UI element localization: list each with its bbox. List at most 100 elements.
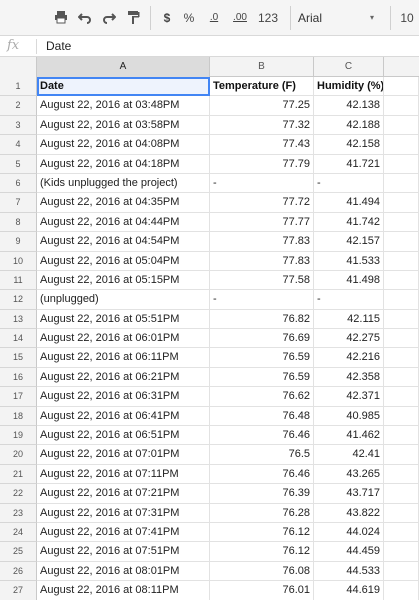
humidity-cell[interactable]: 44.024: [314, 522, 384, 543]
temperature-cell[interactable]: 76.46: [210, 464, 314, 485]
empty-cell[interactable]: [384, 135, 419, 155]
row-number[interactable]: 26: [0, 561, 37, 582]
empty-cell[interactable]: [384, 193, 419, 213]
humidity-cell[interactable]: 41.721: [314, 154, 384, 174]
more-formats-button[interactable]: 123 ▾: [255, 7, 281, 46]
empty-cell[interactable]: [384, 115, 419, 136]
humidity-cell[interactable]: 41.533: [314, 251, 384, 271]
date-cell[interactable]: August 22, 2016 at 06:01PM: [37, 329, 210, 349]
humidity-cell[interactable]: 40.985: [314, 406, 384, 427]
empty-cell[interactable]: [384, 348, 419, 368]
temperature-cell[interactable]: 76.59: [210, 348, 314, 368]
row-number[interactable]: 9: [0, 232, 37, 252]
humidity-cell[interactable]: -: [314, 173, 384, 194]
row-number[interactable]: 11: [0, 270, 37, 291]
row-number[interactable]: 13: [0, 309, 37, 330]
humidity-cell[interactable]: 42.188: [314, 115, 384, 136]
temperature-cell[interactable]: 77.58: [210, 270, 314, 291]
header-cell-humidity[interactable]: Humidity (%): [314, 77, 384, 97]
date-cell[interactable]: August 22, 2016 at 04:35PM: [37, 193, 210, 213]
select-all-corner[interactable]: [0, 57, 37, 77]
temperature-cell[interactable]: 76.82: [210, 309, 314, 330]
humidity-cell[interactable]: 42.41: [314, 445, 384, 465]
date-cell[interactable]: August 22, 2016 at 08:11PM: [37, 581, 210, 600]
date-cell[interactable]: August 22, 2016 at 07:11PM: [37, 464, 210, 485]
date-cell[interactable]: August 22, 2016 at 04:08PM: [37, 135, 210, 155]
temperature-cell[interactable]: -: [210, 290, 314, 310]
empty-cell[interactable]: [384, 542, 419, 562]
row-number[interactable]: 17: [0, 387, 37, 407]
row-number[interactable]: 7: [0, 193, 37, 213]
empty-cell[interactable]: [384, 77, 419, 97]
temperature-cell[interactable]: 77.43: [210, 135, 314, 155]
paint-format-icon[interactable]: [122, 7, 144, 29]
date-cell[interactable]: August 22, 2016 at 03:48PM: [37, 96, 210, 116]
row-number[interactable]: 21: [0, 464, 37, 485]
temperature-cell[interactable]: 76.46: [210, 426, 314, 446]
row-number[interactable]: 10: [0, 251, 37, 271]
percent-format-button[interactable]: %: [183, 11, 195, 25]
date-cell[interactable]: (Kids unplugged the project): [37, 173, 210, 194]
temperature-cell[interactable]: 76.48: [210, 406, 314, 427]
empty-cell[interactable]: [384, 503, 419, 523]
temperature-cell[interactable]: 76.08: [210, 561, 314, 582]
date-cell[interactable]: August 22, 2016 at 05:15PM: [37, 270, 210, 291]
row-number[interactable]: 16: [0, 367, 37, 388]
date-cell[interactable]: August 22, 2016 at 07:41PM: [37, 522, 210, 543]
row-number[interactable]: 27: [0, 581, 37, 600]
font-size-select[interactable]: 10: [400, 11, 414, 25]
empty-cell[interactable]: [384, 367, 419, 388]
date-cell[interactable]: August 22, 2016 at 06:21PM: [37, 367, 210, 388]
humidity-cell[interactable]: 41.494: [314, 193, 384, 213]
row-number[interactable]: 15: [0, 348, 37, 368]
print-icon[interactable]: [50, 7, 72, 29]
temperature-cell[interactable]: 77.83: [210, 251, 314, 271]
date-cell[interactable]: August 22, 2016 at 07:01PM: [37, 445, 210, 465]
temperature-cell[interactable]: -: [210, 173, 314, 194]
decrease-decimals-button[interactable]: .0: [209, 12, 219, 23]
humidity-cell[interactable]: 44.533: [314, 561, 384, 582]
date-cell[interactable]: August 22, 2016 at 07:51PM: [37, 542, 210, 562]
column-header-b[interactable]: B: [210, 57, 314, 77]
humidity-cell[interactable]: 42.358: [314, 367, 384, 388]
empty-cell[interactable]: [384, 309, 419, 330]
temperature-cell[interactable]: 77.83: [210, 232, 314, 252]
date-cell[interactable]: August 22, 2016 at 07:21PM: [37, 484, 210, 504]
temperature-cell[interactable]: 77.32: [210, 115, 314, 136]
humidity-cell[interactable]: 43.717: [314, 484, 384, 504]
humidity-cell[interactable]: 41.742: [314, 212, 384, 233]
empty-cell[interactable]: [384, 445, 419, 465]
row-number[interactable]: 12: [0, 290, 37, 310]
temperature-cell[interactable]: 76.59: [210, 367, 314, 388]
empty-cell[interactable]: [384, 290, 419, 310]
column-header-a[interactable]: A: [37, 57, 210, 77]
empty-cell[interactable]: [384, 96, 419, 116]
redo-icon[interactable]: [98, 7, 120, 29]
temperature-cell[interactable]: 76.5: [210, 445, 314, 465]
date-cell[interactable]: August 22, 2016 at 06:31PM: [37, 387, 210, 407]
temperature-cell[interactable]: 77.79: [210, 154, 314, 174]
date-cell[interactable]: August 22, 2016 at 05:51PM: [37, 309, 210, 330]
date-cell[interactable]: (unplugged): [37, 290, 210, 310]
increase-decimals-button[interactable]: .00: [233, 12, 247, 23]
font-family-select[interactable]: Arial ▾: [298, 7, 386, 29]
row-number[interactable]: 14: [0, 329, 37, 349]
humidity-cell[interactable]: 42.138: [314, 96, 384, 116]
empty-cell[interactable]: [384, 426, 419, 446]
currency-format-button[interactable]: $: [163, 11, 171, 25]
row-number[interactable]: 18: [0, 406, 37, 427]
date-cell[interactable]: August 22, 2016 at 06:11PM: [37, 348, 210, 368]
temperature-cell[interactable]: 76.12: [210, 522, 314, 543]
temperature-cell[interactable]: 76.39: [210, 484, 314, 504]
empty-cell[interactable]: [384, 251, 419, 271]
date-cell[interactable]: August 22, 2016 at 06:41PM: [37, 406, 210, 427]
row-number[interactable]: 22: [0, 484, 37, 504]
empty-cell[interactable]: [384, 173, 419, 194]
humidity-cell[interactable]: 42.158: [314, 135, 384, 155]
row-number[interactable]: 1: [0, 77, 37, 97]
empty-cell[interactable]: [384, 154, 419, 174]
row-number[interactable]: 19: [0, 426, 37, 446]
temperature-cell[interactable]: 76.62: [210, 387, 314, 407]
empty-cell[interactable]: [384, 270, 419, 291]
humidity-cell[interactable]: 44.619: [314, 581, 384, 600]
